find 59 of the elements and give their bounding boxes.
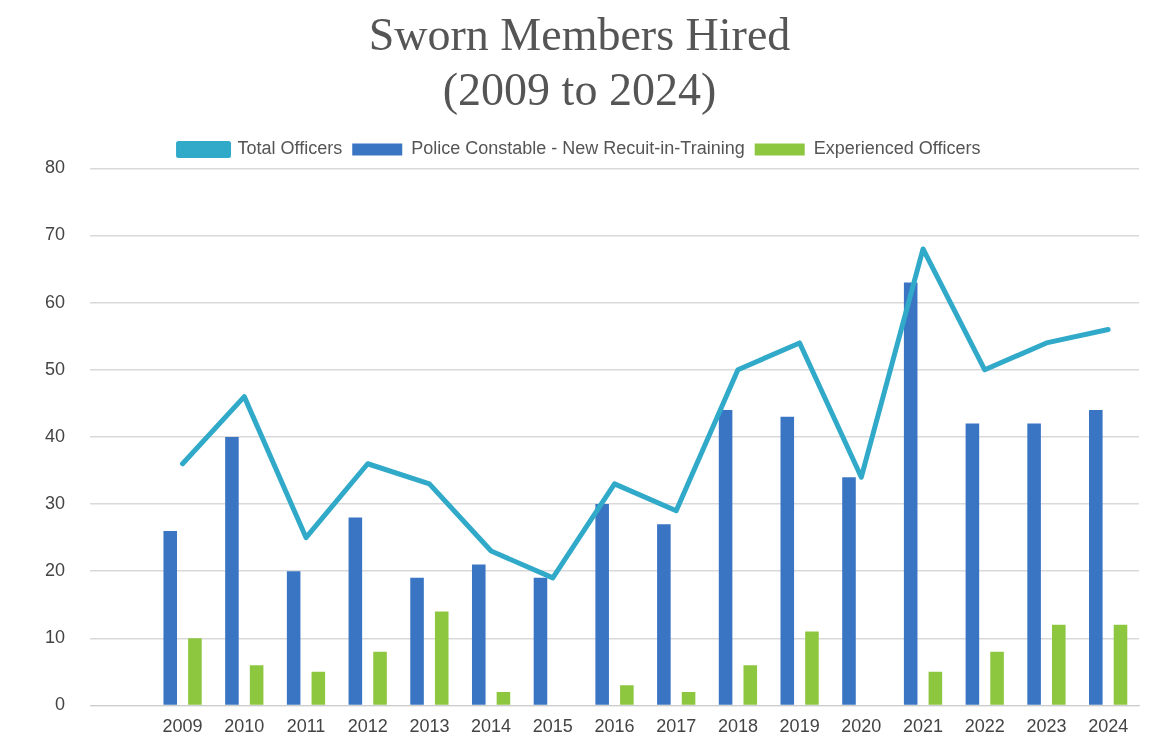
x-tick-label: 2014: [471, 716, 512, 737]
x-tick-label: 2009: [162, 716, 203, 737]
legend-label: Total Officers: [237, 138, 343, 159]
bar: [373, 651, 387, 705]
chart-title: Sworn Members Hired (2009 to 2024): [368, 8, 791, 115]
legend-label: Police Constable - New Recuit-in-Training: [411, 138, 745, 159]
x-tick-label: 2013: [409, 716, 450, 737]
bar: [928, 671, 943, 705]
bar: [533, 577, 548, 705]
y-tick-label: 60: [44, 291, 66, 312]
x-tick-label: 2023: [1026, 716, 1067, 737]
bar: [163, 530, 178, 705]
bar: [348, 517, 363, 705]
y-tick-label: 20: [44, 560, 66, 581]
bar: [743, 665, 758, 705]
y-tick-label: 70: [44, 224, 66, 245]
bar: [1113, 624, 1128, 705]
x-tick-label: 2018: [717, 716, 758, 737]
bar: [903, 282, 918, 705]
y-tick-label: 50: [44, 358, 66, 379]
bar: [780, 416, 795, 705]
x-tick-label: 2010: [224, 716, 265, 737]
bar: [225, 436, 239, 705]
bar: [657, 524, 671, 705]
bar: [249, 665, 264, 705]
x-tick-label: 2012: [347, 716, 388, 737]
bar: [410, 577, 424, 705]
x-tick-label: 2019: [779, 716, 820, 737]
bar: [286, 571, 301, 705]
bar: [595, 504, 609, 705]
bar: [1052, 624, 1066, 705]
y-tick-label: 40: [44, 425, 66, 446]
x-tick-label: 2017: [656, 716, 697, 737]
x-tick-label: 2011: [286, 716, 326, 737]
bar: [434, 611, 449, 705]
bar: [990, 651, 1004, 705]
x-tick-label: 2015: [532, 716, 573, 737]
y-tick-label: 10: [44, 627, 66, 648]
x-tick-label: 2024: [1088, 716, 1129, 737]
x-tick-label: 2020: [841, 716, 882, 737]
bar: [496, 691, 511, 705]
bar: [620, 685, 634, 705]
x-tick-label: 2016: [594, 716, 635, 737]
x-tick-label: 2022: [964, 716, 1005, 737]
bar: [718, 410, 733, 705]
bar: [1027, 423, 1041, 705]
bar: [311, 671, 326, 705]
legend-label: Experienced Officers: [813, 138, 981, 159]
y-tick-label: 0: [55, 694, 66, 715]
bar: [681, 691, 696, 705]
y-tick-label: 80: [44, 157, 66, 178]
bar: [965, 423, 980, 705]
bar: [805, 631, 819, 705]
bar: [188, 638, 202, 705]
bar: [471, 564, 486, 705]
bar: [842, 477, 856, 705]
y-tick-label: 30: [44, 492, 66, 513]
bar: [1089, 410, 1103, 705]
x-tick-label: 2021: [903, 716, 944, 737]
